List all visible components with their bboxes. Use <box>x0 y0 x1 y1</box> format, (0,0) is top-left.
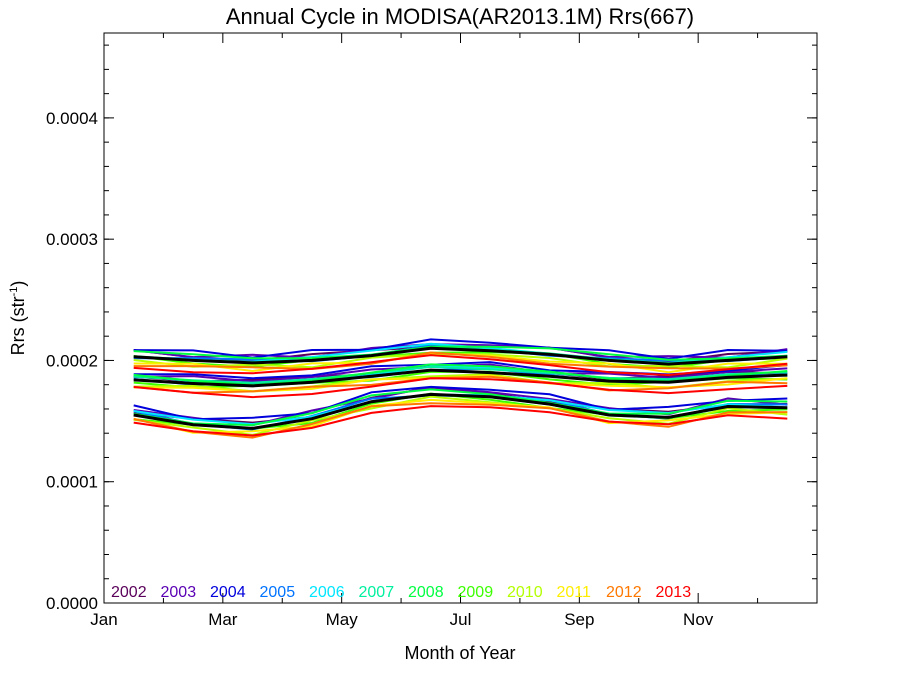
x-tick-label: May <box>326 610 359 629</box>
legend-item-2009: 2009 <box>458 584 494 601</box>
x-tick-label: Jan <box>90 610 117 629</box>
y-axis: 0.0000 0.0001 0.0002 0.0003 0.0004 <box>46 44 817 613</box>
y-axis-label: Rrs (str-1) <box>8 281 28 356</box>
legend-item-2006: 2006 <box>309 584 345 601</box>
x-tick-label: Nov <box>683 610 714 629</box>
legend-item-2010: 2010 <box>507 584 543 601</box>
series-lines <box>133 338 788 439</box>
series-line-2004-upper <box>133 338 788 360</box>
series-line-2012-middle <box>133 375 788 394</box>
y-tick-label: 0.0002 <box>46 351 98 370</box>
plot-frame <box>103 32 818 604</box>
mean-line-lower <box>133 392 788 430</box>
y-tick-label: 0.0000 <box>46 594 98 613</box>
x-tick-label: Sep <box>564 610 594 629</box>
series-line-2008-lower <box>133 388 788 427</box>
x-axis-label: Month of Year <box>404 643 515 663</box>
x-tick-label: Jul <box>450 610 472 629</box>
y-tick-label: 0.0003 <box>46 230 98 249</box>
legend-item-2007: 2007 <box>359 584 395 601</box>
y-axis-label-sup: -1 <box>8 287 20 297</box>
legend-item-2005: 2005 <box>260 584 296 601</box>
series-line-2012-lower <box>133 402 788 439</box>
series-line-2013-upper <box>133 354 788 377</box>
series-line-2010-lower <box>133 395 788 436</box>
legend-item-2011: 2011 <box>557 584 592 601</box>
series-line-2011-lower <box>133 398 788 434</box>
legend-item-2004: 2004 <box>210 584 246 601</box>
x-axis: Jan Mar May Jul Sep Nov <box>90 33 759 629</box>
legend: 2002 2003 2004 2005 2006 2007 2008 2009 2010 2011… <box>111 584 691 601</box>
series-line-2013-lower <box>133 405 788 437</box>
mean-line-middle <box>133 368 788 388</box>
legend-item-2003: 2003 <box>161 584 197 601</box>
chart-title: Annual Cycle in MODISA(AR2013.1M) Rrs(66… <box>226 4 694 29</box>
mean-line-upper <box>133 346 788 366</box>
x-tick-label: Mar <box>208 610 238 629</box>
mean-lines <box>133 346 788 430</box>
series-line-2008-upper <box>133 345 788 361</box>
legend-item-2002: 2002 <box>111 584 147 601</box>
legend-item-2012: 2012 <box>606 584 642 601</box>
series-line-2013-middle <box>133 377 788 399</box>
y-tick-label: 0.0004 <box>46 109 98 128</box>
series-line-2012-upper <box>133 351 788 371</box>
y-axis-label-end: ) <box>8 281 28 287</box>
y-tick-label: 0.0001 <box>46 473 98 492</box>
series-line-2007-middle <box>133 365 788 384</box>
legend-item-2008: 2008 <box>408 584 444 601</box>
y-axis-label-main: Rrs (str <box>8 296 28 355</box>
legend-item-2013: 2013 <box>656 584 692 601</box>
series-line-2004-lower <box>133 385 788 421</box>
